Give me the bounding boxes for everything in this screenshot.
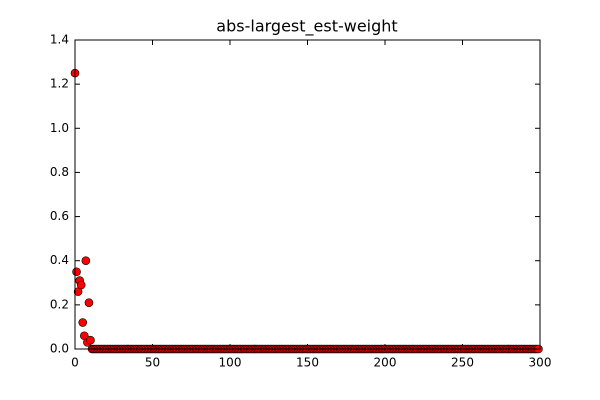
x-tick-label: 0 (71, 356, 79, 370)
x-tick-label: 200 (374, 356, 397, 370)
x-tick-label: 300 (529, 356, 552, 370)
y-tick-label: 0.0 (50, 342, 69, 356)
point (81, 256, 91, 266)
y-tick-label: 0.8 (50, 165, 69, 179)
y-tick-label: 0.4 (50, 253, 69, 267)
x-tick-label: 50 (145, 356, 160, 370)
point (84, 298, 94, 307)
y-tick-label: 1.2 (50, 77, 69, 91)
plot-frame (74, 39, 541, 350)
point (78, 318, 88, 327)
y-tick-label: 1.0 (50, 121, 69, 135)
x-tick-label: 100 (219, 356, 242, 370)
chart-title: abs-largest_est-weight (216, 17, 397, 37)
y-tick-label: 0.2 (50, 297, 69, 311)
point (72, 267, 81, 277)
point (76, 280, 86, 290)
point (86, 335, 95, 345)
x-tick-label: 150 (296, 356, 319, 370)
y-tick-label: 0.6 (50, 209, 69, 223)
y-tick-label: 1.4 (50, 33, 69, 47)
x-tick-label: 250 (451, 356, 474, 370)
